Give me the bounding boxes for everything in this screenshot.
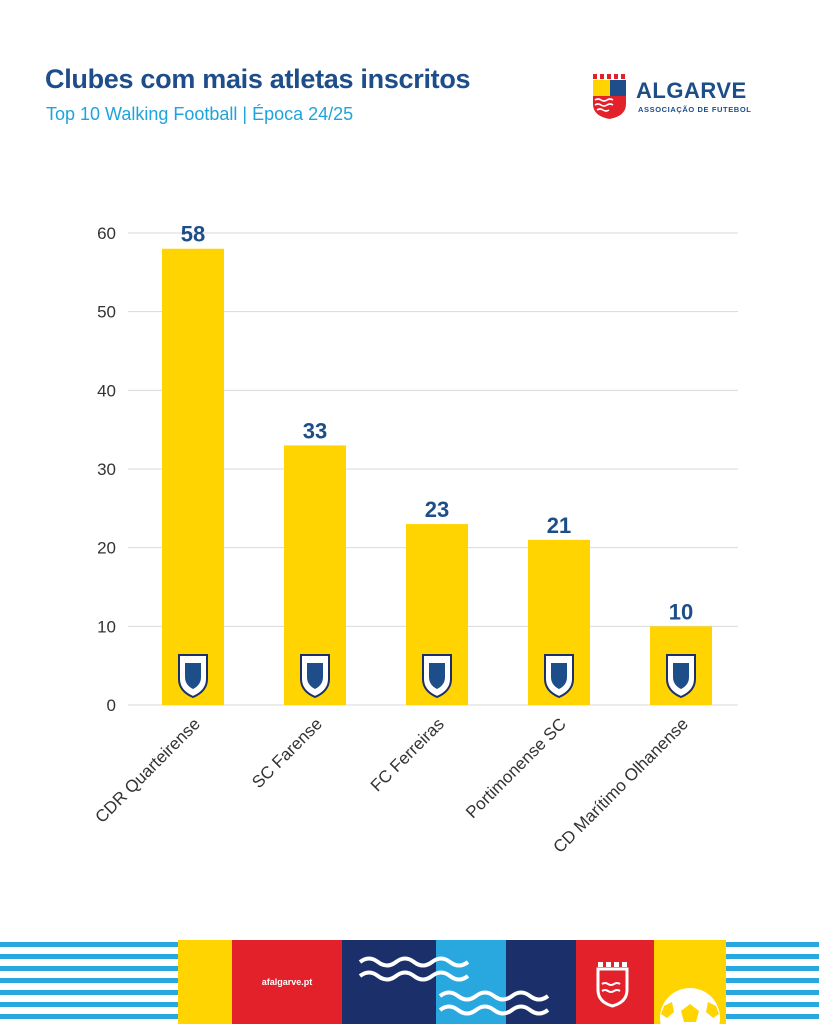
chart-subtitle: Top 10 Walking Football | Época 24/25	[46, 104, 354, 124]
footer-navy-block-2	[506, 940, 576, 1024]
data-label: 33	[303, 418, 327, 443]
logo-name: ALGARVE	[636, 78, 747, 103]
footer-website-link[interactable]: afalgarve.pt	[261, 977, 313, 987]
x-tick-label: CD Marítimo Olhanense	[549, 714, 691, 856]
y-tick-label: 40	[97, 381, 116, 400]
footer-banner: afalgarve.pt	[0, 940, 819, 1024]
footer-red-crest-block	[576, 940, 654, 1024]
bar	[162, 248, 224, 705]
cdr-quarteirense-crest-icon	[178, 654, 208, 699]
y-tick-label: 20	[97, 539, 116, 558]
footer-stripes-left	[0, 940, 178, 1024]
x-tick-label: FC Ferreiras	[367, 714, 448, 795]
sc-farense-crest-icon	[300, 654, 330, 699]
y-tick-label: 0	[107, 696, 116, 715]
footer-red-block	[232, 940, 342, 1024]
logo-subtitle: ASSOCIAÇÃO DE FUTEBOL	[638, 105, 752, 114]
data-label: 58	[181, 222, 205, 247]
y-tick-label: 10	[97, 617, 116, 636]
data-label: 23	[425, 497, 449, 522]
fc-ferreiras-crest-icon	[422, 654, 452, 699]
afa-crest-icon	[593, 74, 626, 119]
football-icon	[660, 988, 720, 1024]
footer-waves-icon	[358, 956, 550, 1016]
x-tick-label: CDR Quarteirense	[92, 714, 204, 826]
footer-yellow-block	[178, 940, 232, 1024]
footer-navy-block	[342, 940, 436, 1024]
footer-stripes-right	[726, 940, 819, 1024]
cd-maritimo-olhanense-crest-icon	[666, 654, 696, 699]
y-tick-label: 30	[97, 460, 116, 479]
data-label: 21	[547, 513, 571, 538]
chart-title: Clubes com mais atletas inscritos	[45, 64, 471, 94]
footer-crest-icon	[596, 962, 629, 1008]
portimonense-crest-icon	[544, 654, 574, 699]
y-tick-label: 60	[97, 224, 116, 243]
x-tick-label: SC Farense	[248, 714, 326, 792]
afa-logo: ALGARVE ASSOCIAÇÃO DE FUTEBOL	[592, 74, 752, 122]
data-label: 10	[669, 599, 693, 624]
x-tick-label: Portimonense SC	[462, 714, 570, 822]
y-tick-label: 50	[97, 303, 116, 322]
bar-chart: 0 10 20 30 40 50 60 58 CDR Quarteirense 33 SC Fare…	[92, 222, 738, 857]
